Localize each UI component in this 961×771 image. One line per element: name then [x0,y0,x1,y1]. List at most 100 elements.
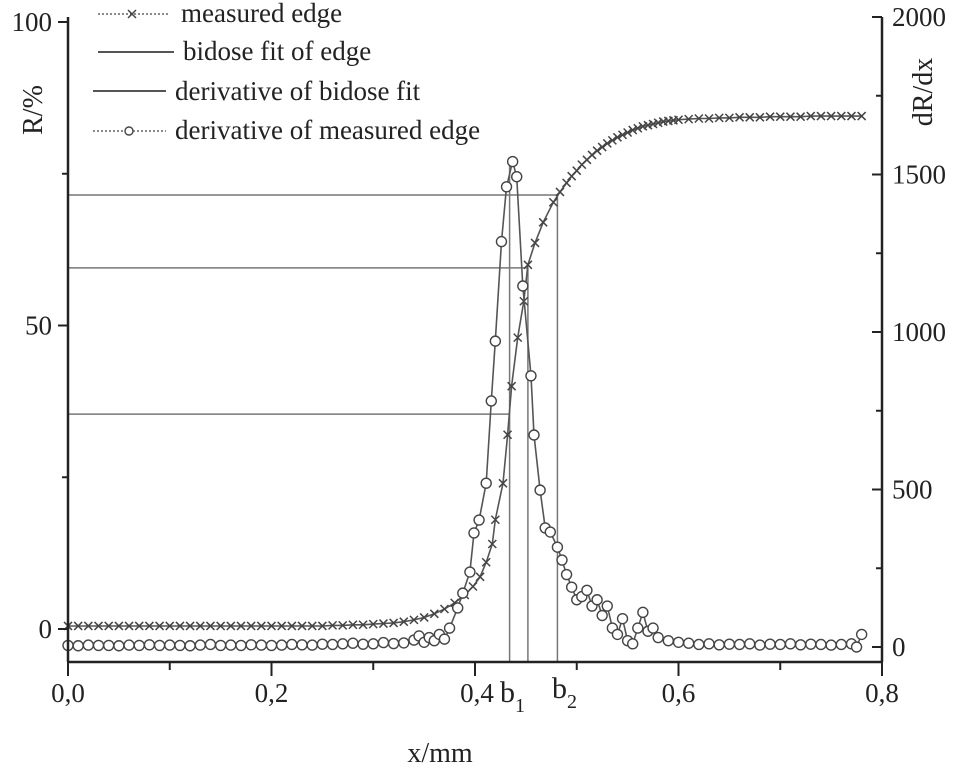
svg-text:measured edge: measured edge [181,0,342,28]
derivative-measured-point [835,638,847,651]
derivative-measured-point [225,639,237,651]
derivative-measured-point [774,638,786,651]
derivative-measured-point [123,639,135,651]
derivative-measured-point [611,628,624,641]
derivative-measured-point [235,639,247,652]
derivative-measured-point [544,526,556,538]
derivative-measured-point [581,584,593,596]
derivative-measured-point [113,640,125,652]
x-tick-label: 0,4 [460,678,494,708]
measured-edge-point [816,111,826,121]
measured-edge-point [93,621,104,631]
measured-edge-line [68,115,862,627]
measured-edge-point [507,381,517,391]
x-tick-label: 0,8 [865,678,899,708]
measured-edge-point [144,621,154,631]
measured-edge-point [538,217,548,227]
measured-edge-point [607,135,617,145]
derivative-measured-point [398,637,410,649]
derivative-measured-point [744,638,756,650]
x-tick-label: 0,6 [662,678,696,708]
derivative-measured-point [153,639,166,652]
derivative-measured-point [480,477,492,489]
derivative-measured-point [794,639,807,651]
measured-edge-point [513,333,523,343]
annotations: b1 b2 [500,672,577,717]
measured-edge-point [256,621,266,631]
derivative-measured-point [517,280,529,292]
measured-edge-point [826,111,836,121]
derivative-measured-point [784,638,797,650]
measured-edge-point [134,621,144,631]
derivative-measured-point [682,637,695,649]
derivative-measured-point [306,639,318,651]
measured-edge-point [673,115,684,125]
measured-edge-point [73,621,83,631]
derivative-measured-point [672,636,685,648]
svg-text:bidose fit of edge: bidose fit of edge [183,36,371,66]
measured-edge-point [806,111,816,121]
measured-edge-point [562,178,572,188]
derivative-measured-point [337,638,349,650]
measured-edge-point [155,621,165,631]
measured-edge-point [602,138,612,148]
derivative-measured-point [632,622,644,634]
measured-edge-point [378,619,388,629]
derivative-measured-point [316,638,329,650]
measured-edge-point [338,620,348,630]
svg-text:derivative of bidose fit: derivative of bidose fit [175,76,421,106]
measured-edge-point [389,618,399,628]
measured-edge-point [348,620,358,630]
series-layer [62,111,868,653]
derivative-measured-point [164,639,176,651]
derivative-measured-point [473,514,485,526]
measured-edge-point [548,197,558,207]
derivative-measured-point [601,600,613,612]
derivative-measured-point [133,639,145,652]
derivative-measured-point [347,637,359,649]
derivative-measured-point [495,235,508,248]
derivative-measured-point [764,638,776,650]
right-y-tick-label: 1000 [892,317,946,347]
measured-edge-point [399,617,409,627]
derivative-measured-point [377,636,390,649]
measured-edge-point [857,111,867,121]
measured-edge-point [185,621,195,631]
svg-text:derivative of measured edge: derivative of measured edge [175,115,480,145]
derivative-measured-point [174,639,186,652]
measured-edge-point [439,604,450,614]
measured-edge-point [597,142,607,152]
measured-edge-point [266,621,277,631]
measured-edge-point [83,621,93,631]
derivative-measured-point [713,639,725,651]
measured-edge-point [317,621,327,631]
derivative-measured-point [511,171,523,183]
legend-item-derivative-measured: derivative of measured edge [93,115,480,145]
right-y-axis-label: dR/dx [908,58,939,126]
derivative-measured-point [367,638,379,650]
measured-edge-point [195,621,205,631]
measured-edge-point [796,112,806,122]
derivative-measured-point [591,594,603,606]
measured-edge-point [555,187,565,197]
measured-edge-point [175,621,185,631]
derivative-measured-point [805,638,817,650]
axes [66,17,884,664]
measured-edge-point [755,112,765,122]
derivative-measured-point [551,541,564,553]
measured-edge-point [236,621,246,631]
measured-edge-point [165,621,175,631]
derivative-measured-point [825,639,837,651]
derivative-measured-point [500,181,513,193]
measured-edge-point [836,111,846,121]
derivative-measured-point [255,639,268,651]
measured-edge-point [419,612,429,622]
x-axis-label: x/mm [407,738,473,769]
measured-edge-point [246,621,256,631]
measured-edge-point [498,478,508,488]
derivative-measured-point [525,370,537,382]
measured-edge-point [785,112,795,122]
x-marker-icon [127,9,137,19]
derivative-measured-point [850,641,863,653]
